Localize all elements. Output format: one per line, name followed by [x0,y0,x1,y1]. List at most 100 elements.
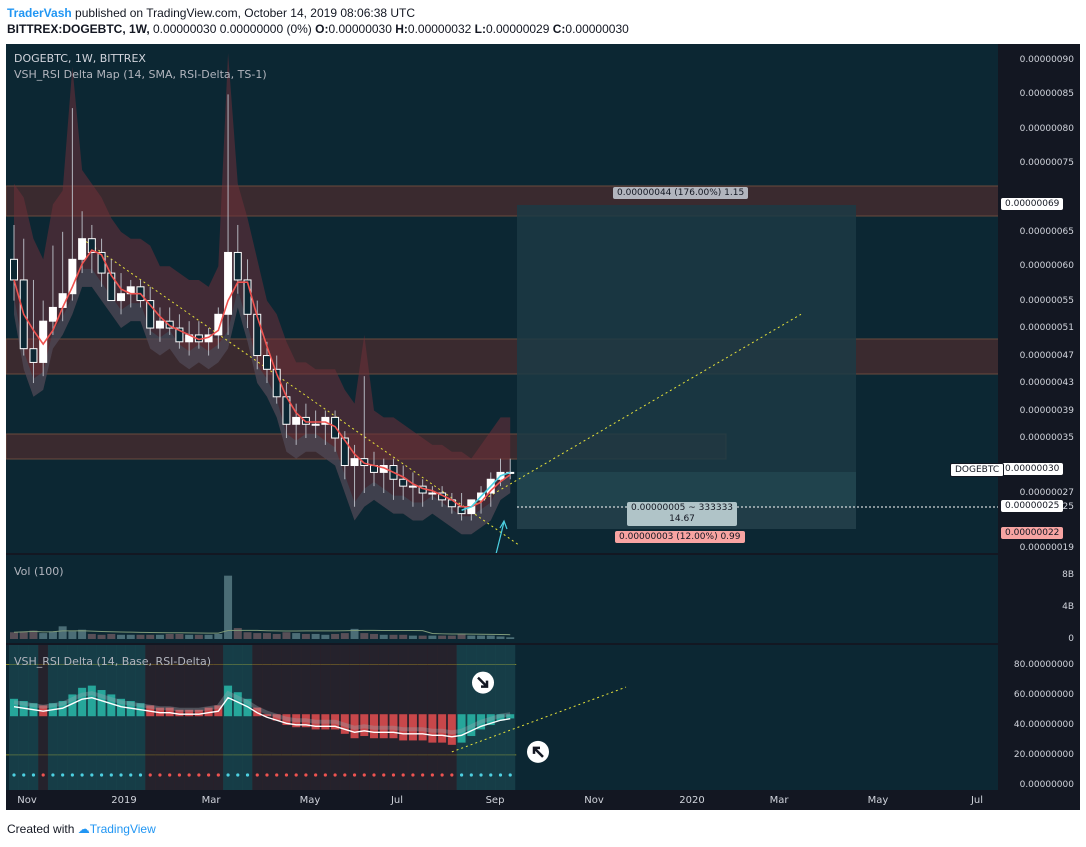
volume-bar [117,634,126,639]
author-name[interactable]: TraderVash [7,6,72,20]
volume-pane[interactable]: Vol (100) [6,555,998,643]
rsi-background-column [213,645,224,790]
candle-body [253,313,262,357]
time-axis[interactable]: Nov 2019 Mar May Jul Sep Nov 2020 Mar May Jul [6,791,1080,810]
rsi-signal-dot [245,773,250,777]
candle-body [39,320,48,363]
fast-ma-line [461,471,511,511]
candle-body [78,238,87,260]
rsi-background-column [86,645,97,790]
rsi-delta-bar [165,707,174,717]
volume-bar [107,633,116,639]
rsi-background-column [135,645,146,790]
candle-body [87,238,96,253]
candle-body [146,300,155,329]
volume-bar [224,575,233,639]
rsi-delta-bar [233,692,242,717]
stop-label[interactable]: 0.00000003 (12.00%) 0.99 [615,531,745,543]
candle-body [214,313,223,336]
rsi-delta-bar [438,714,447,743]
risk-reward: 14.67 [669,514,695,524]
rsi-delta-bar [10,698,18,717]
rsi-delta-bar [311,714,320,730]
rsi-delta-bar [301,714,310,728]
candle-body [360,458,369,467]
rsi-signal-dot [70,773,74,777]
rsi-signal-dot [284,773,289,777]
volume-bar [165,633,174,639]
price-tick-label: 0.00000090 [1019,55,1074,65]
l-label: L: [474,22,486,36]
volume-bar [48,631,57,639]
rsi-axis: 80.00000000 60.00000000 40.00000000 20.0000… [998,645,1080,790]
close-value: 0.00000030 [565,22,629,36]
footer: Created with ☁TradingView [7,822,156,836]
time-tick-label: Jul [970,795,984,806]
position-label[interactable]: 0.00000005 ~ 333333 14.67 [627,502,738,526]
rsi-delta-bar [155,707,164,717]
rsi-signal-dot [61,773,65,777]
trend-lines[interactable] [81,238,802,545]
rsi-background-column [145,645,156,790]
volume-bar [58,626,67,639]
candle-body [428,492,437,495]
volume-bar [204,634,213,639]
price-tick-label: 0.00000047 [1019,350,1074,361]
volume-bar [68,631,77,639]
chart-frame[interactable]: DOGEBTC, 1W, BITTREX VSH_RSI Delta Map (… [6,44,1080,810]
target-profit-zone[interactable] [517,205,856,507]
rsi-signal-dot [90,773,94,777]
rsi-tick-label: 60.00000000 [1013,689,1074,700]
rsi-delta-bar [428,714,437,743]
rsi-background-column [47,645,58,790]
volume-bar [340,633,349,639]
volume-bar [467,635,476,639]
target-label[interactable]: 0.00000044 (176.00%) 1.15 [613,187,749,199]
cyan-arrow-shaft [495,521,505,553]
rsi-tick-label: 0.00000000 [1019,780,1074,790]
rsi-signal-dot [129,773,133,777]
volume-bar [185,634,194,639]
rsi-line [13,696,511,738]
delta-cloud-band [14,53,511,535]
tradingview-brand[interactable]: TradingView [89,822,156,836]
rsi-delta-bar [506,714,515,719]
rsi-delta-bar [340,714,349,734]
resistance-zone-top[interactable] [6,185,998,217]
volume-bar [370,633,379,639]
rsi-delta-bar [457,714,466,743]
volume-bar [272,633,281,639]
price-axis[interactable]: 0.00000090 0.00000085 0.00000080 0.00000075… [998,44,1080,553]
rsi-pane[interactable]: VSH_RSI Delta (14, Base, RSI-Delta) [6,645,998,790]
tradingview-logo-icon[interactable]: ☁ [77,822,90,836]
price-tick-label: 0.00000085 [1019,89,1074,100]
candle-body [224,251,233,315]
rsi-signal-dot [421,773,425,777]
time-tick-label: May [867,795,889,806]
volume-bar [496,636,505,639]
rsi-signal-dot [382,773,386,777]
rsi-delta-bar [360,714,369,737]
rsi-delta-chart[interactable] [6,645,998,790]
rsi-background-column [28,645,39,790]
time-tick-label: Mar [769,795,789,806]
volume-chart[interactable] [6,555,998,643]
rsi-tick-label: 40.00000000 [1013,719,1074,730]
price-tick-label: 0.00000051 [1019,323,1074,334]
volume-bar [477,635,486,639]
rsi-delta-bar [78,687,87,717]
price-pane[interactable]: DOGEBTC, 1W, BITTREX VSH_RSI Delta Map (… [6,44,998,553]
created-with: Created with [7,822,78,836]
price-tick-label: 0.00000080 [1019,123,1074,134]
price-tick-label: 0.00000060 [1019,261,1074,272]
volume-bar [506,637,515,639]
rsi-signal-dot [41,773,45,777]
open-value: 0.00000030 [328,22,392,36]
rsi-delta-bar [175,709,184,717]
rsi-delta-bar [272,714,281,721]
rsi-signal-dot [411,773,415,777]
price-chart[interactable] [6,44,998,553]
candle-body [68,258,77,295]
rsi-signal-dot [265,773,269,777]
time-tick-label: Jul [390,795,404,806]
